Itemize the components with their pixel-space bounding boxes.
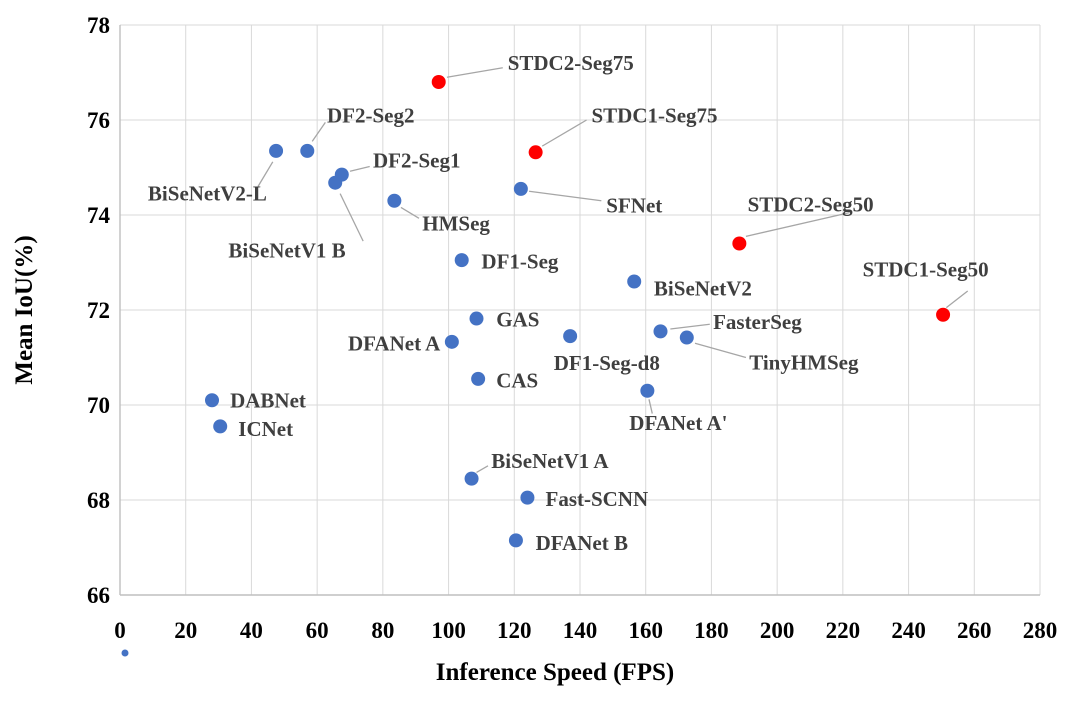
y-axis-title: Mean IoU(%): [11, 235, 38, 384]
leader-line: [528, 190, 602, 202]
point-label: DFANet A: [348, 331, 441, 355]
point-label: ICNet: [238, 417, 293, 441]
y-tick-label: 66: [87, 583, 110, 608]
data-point-stdc1-seg50: [936, 307, 951, 322]
x-tick-label: 100: [431, 618, 466, 643]
data-point-tinyhmseg: [679, 330, 694, 345]
y-tick-label: 70: [87, 393, 110, 418]
leader-line: [648, 399, 653, 414]
x-tick-label: 220: [826, 618, 861, 643]
x-tick-label: 40: [240, 618, 263, 643]
point-label: TinyHMSeg: [749, 350, 859, 374]
point-label: SFNet: [606, 194, 662, 218]
data-point-dfanet-a-: [640, 383, 655, 398]
point-label: FasterSeg: [713, 310, 802, 334]
data-point-hmseg: [387, 193, 402, 208]
y-tick-label: 72: [87, 298, 110, 323]
leader-line: [745, 211, 850, 238]
data-point-stdc2-seg50: [732, 236, 747, 251]
data-point-stdc1-seg75: [528, 145, 543, 160]
data-point-df1-seg: [454, 253, 469, 268]
point-label: GAS: [496, 308, 539, 332]
data-point-sfnet: [513, 181, 528, 196]
leader-line: [670, 323, 710, 330]
leader-lines-layer: [257, 67, 969, 474]
x-tick-label: 80: [371, 618, 394, 643]
y-tick-label: 76: [87, 108, 110, 133]
point-label: STDC1-Seg50: [863, 258, 989, 282]
data-point-cas: [471, 371, 486, 386]
data-point-gas: [469, 311, 484, 326]
data-points-layer: [205, 75, 951, 548]
x-tick-label: 20: [174, 618, 197, 643]
x-tick-label: 140: [563, 618, 598, 643]
point-labels-layer: DABNet ICNet BiSeNetV2-L DF2-Seg2 DF2-Seg1 Bi…: [148, 51, 989, 555]
data-point-df1-seg-d8: [563, 329, 578, 344]
y-tick-label: 74: [87, 203, 111, 228]
point-label: DF2-Seg2: [327, 103, 415, 127]
point-label: STDC2-Seg50: [748, 193, 874, 217]
point-label: STDC1-Seg75: [592, 103, 718, 127]
point-label: BiSeNetV1 B: [228, 239, 345, 263]
point-label: CAS: [496, 368, 538, 392]
data-point-df2-seg2: [300, 143, 315, 158]
leader-line: [694, 342, 747, 359]
y-tick-label: 68: [87, 488, 110, 513]
data-point-fasterseg: [653, 324, 668, 339]
x-tick-label: 180: [694, 618, 729, 643]
leader-line: [349, 165, 370, 172]
leader-line: [541, 119, 587, 147]
point-label: Fast-SCNN: [546, 487, 649, 511]
x-tick-label: 240: [891, 618, 926, 643]
point-label: BiSeNetV1 A: [491, 449, 609, 473]
x-axis-title: Inference Speed (FPS): [436, 659, 674, 686]
x-tick-label: 60: [306, 618, 329, 643]
point-label: DF2-Seg1: [373, 148, 461, 172]
x-tick-label: 160: [628, 618, 663, 643]
x-tick-label: 200: [760, 618, 795, 643]
data-point-fast-scnn: [520, 490, 535, 505]
point-label: DF1-Seg: [481, 250, 558, 274]
leader-line: [945, 290, 969, 309]
leader-line: [311, 122, 326, 142]
x-tick-label: 280: [1023, 618, 1058, 643]
point-label: DABNet: [230, 388, 306, 412]
data-point-dfanet-b: [508, 533, 523, 548]
data-point-bisenetv1-a: [464, 471, 479, 486]
leader-line: [257, 161, 274, 187]
axis-layer: [119, 25, 1040, 657]
leader-line: [400, 206, 420, 219]
data-point-bisenetv2: [627, 274, 642, 289]
leader-line: [476, 465, 489, 474]
x-tick-label: 120: [497, 618, 532, 643]
x-tick-label: 0: [114, 618, 126, 643]
leader-line: [446, 67, 503, 78]
x-tick-label: 260: [957, 618, 992, 643]
point-label: HMSeg: [422, 212, 490, 236]
point-label: DFANet A': [629, 411, 727, 435]
data-point-dabnet: [205, 393, 219, 408]
stray-marker: [121, 649, 129, 657]
data-point-bisenetv1-b: [328, 175, 343, 190]
data-point-dfanet-a: [444, 334, 459, 349]
point-label: BiSeNetV2: [654, 277, 752, 301]
point-label: STDC2-Seg75: [508, 51, 634, 75]
data-point-icnet: [213, 419, 228, 434]
point-label: DF1-Seg-d8: [554, 351, 660, 375]
y-tick-label: 78: [87, 13, 110, 38]
data-point-stdc2-seg75: [431, 75, 446, 89]
point-label: DFANet B: [536, 531, 628, 555]
leader-line: [339, 193, 364, 242]
data-point-bisenetv2-l: [269, 143, 284, 158]
point-label: BiSeNetV2-L: [148, 182, 267, 206]
grid-layer: 0 20 40 60 80 100 120 140 160 180 200 220 240 260 280 6…: [87, 13, 1057, 643]
